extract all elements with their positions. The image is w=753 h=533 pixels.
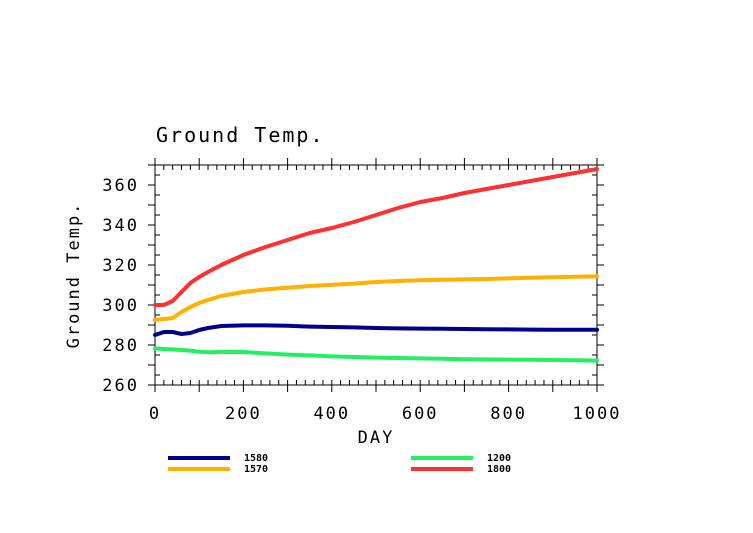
plot-area	[148, 158, 604, 392]
x-tick-label: 800	[490, 404, 527, 424]
y-tick-label: 280	[102, 336, 139, 356]
legend-label-1200: 1200	[487, 453, 511, 464]
series-line-1580	[153, 323, 599, 337]
legend-label-1570: 1570	[244, 464, 268, 475]
y-tick-labels: 260 280 300 320 340 360	[102, 176, 139, 396]
legend-label-1580: 1580	[244, 453, 268, 464]
y-tick-label: 260	[102, 376, 139, 396]
series-line-1570	[153, 274, 599, 322]
y-tick-label: 360	[102, 176, 139, 196]
chart-title: Ground Temp.	[156, 123, 325, 147]
x-axis-label: DAY	[358, 428, 395, 448]
x-tick-label: 0	[149, 404, 161, 424]
y-tick-label: 300	[102, 296, 139, 316]
x-tick-label: 600	[402, 404, 439, 424]
y-axis-label: Ground Temp.	[64, 202, 84, 349]
x-tick-label: 400	[313, 404, 350, 424]
series-lines	[153, 167, 599, 363]
y-tick-label: 340	[102, 216, 139, 236]
x-tick-labels: 0 200 400 600 800 1000	[149, 404, 622, 424]
legend-label-1800: 1800	[487, 464, 511, 475]
major-ticks	[148, 158, 604, 392]
y-tick-label: 320	[102, 256, 139, 276]
series-line-1800	[153, 167, 599, 307]
x-tick-label: 200	[225, 404, 262, 424]
series-line-1200	[153, 346, 599, 363]
x-tick-label: 1000	[573, 404, 622, 424]
